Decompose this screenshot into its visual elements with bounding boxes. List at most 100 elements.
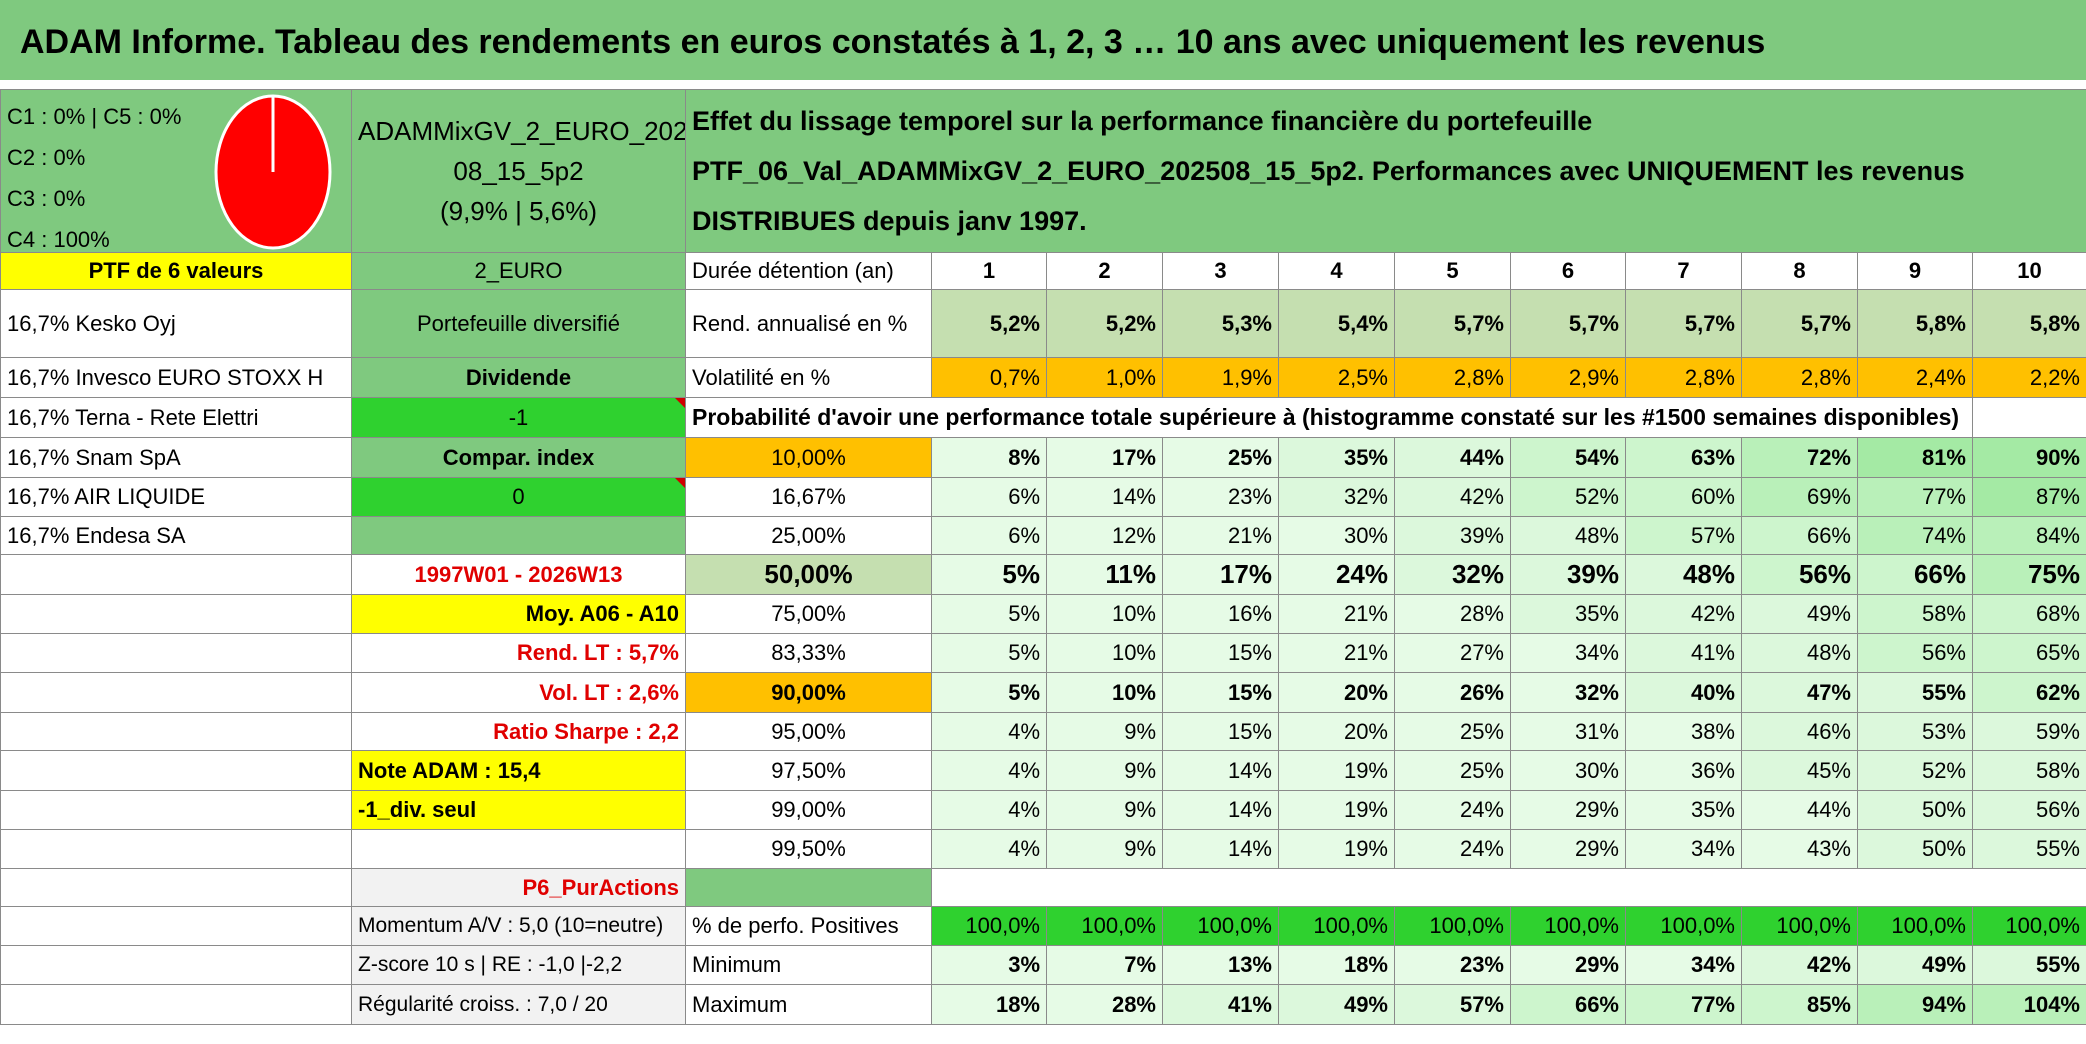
probability-value: 66%	[1741, 516, 1858, 555]
probability-value: 21%	[1278, 633, 1395, 673]
holding-row: 16,7% Terna - Rete Elettri	[0, 397, 352, 438]
year-header: 4	[1278, 252, 1395, 290]
probability-value: 41%	[1625, 633, 1742, 673]
minimum-value: 42%	[1741, 945, 1858, 985]
probability-value: 35%	[1278, 437, 1395, 478]
rend-value: 5,8%	[1857, 289, 1973, 358]
momentum-label: Momentum A/V : 5,0 (10=neutre)	[351, 906, 686, 946]
vol-value: 2,9%	[1510, 357, 1626, 398]
maximum-value: 49%	[1278, 984, 1395, 1025]
year-header: 6	[1510, 252, 1626, 290]
positive-label: % de perfo. Positives	[685, 906, 932, 946]
probability-value: 5%	[931, 672, 1047, 713]
empty-cell	[0, 712, 352, 751]
probability-value: 43%	[1741, 829, 1858, 869]
threshold-pct: 50,00%	[685, 554, 932, 595]
report-title: ADAM Informe. Tableau des rendements en …	[0, 0, 2086, 80]
p6-label: P6_PurActions	[351, 868, 686, 907]
probability-value: 4%	[931, 750, 1047, 791]
minimum-label: Minimum	[685, 945, 932, 985]
probability-value: 75%	[1972, 554, 2086, 595]
probability-value: 50%	[1857, 790, 1973, 830]
probability-value: 50%	[1857, 829, 1973, 869]
maximum-value: 57%	[1394, 984, 1511, 1025]
threshold-pct: 75,00%	[685, 594, 932, 634]
probability-value: 40%	[1625, 672, 1742, 713]
probability-header: Probabilité d'avoir une performance tota…	[685, 397, 1973, 438]
probability-value: 17%	[1046, 437, 1163, 478]
rend-value: 5,4%	[1278, 289, 1395, 358]
fund-name-cell: ADAMMixGV_2_EURO_2025 08_15_5p2 (9,9% | …	[351, 89, 686, 253]
probability-value: 15%	[1162, 712, 1279, 751]
dividend-value: -1	[351, 397, 686, 438]
threshold-pct: 83,33%	[685, 633, 932, 673]
maximum-value: 77%	[1625, 984, 1742, 1025]
probability-value: 4%	[931, 712, 1047, 751]
threshold-pct: 16,67%	[685, 477, 932, 517]
holding-row: 16,7% Invesco EURO STOXX H	[0, 357, 352, 398]
probability-value: 74%	[1857, 516, 1973, 555]
empty-cell	[0, 750, 352, 791]
empty-cell	[0, 868, 352, 907]
probability-value: 69%	[1741, 477, 1858, 517]
rend-value: 5,7%	[1625, 289, 1742, 358]
empty-row-space	[932, 869, 2086, 907]
empty-cell	[0, 984, 352, 1025]
probability-value: 48%	[1741, 633, 1858, 673]
probability-value: 45%	[1741, 750, 1858, 791]
minimum-value: 29%	[1510, 945, 1626, 985]
probability-value: 72%	[1741, 437, 1858, 478]
probability-value: 5%	[931, 554, 1047, 595]
positive-value: 100,0%	[1162, 906, 1279, 946]
empty-cell	[0, 829, 352, 869]
year-header: 10	[1972, 252, 2086, 290]
fund-metrics: (9,9% | 5,6%)	[439, 196, 598, 226]
probability-value: 24%	[1278, 554, 1395, 595]
maximum-label: Maximum	[685, 984, 932, 1025]
maximum-value: 104%	[1972, 984, 2086, 1025]
minimum-value: 18%	[1278, 945, 1395, 985]
ptf-label: PTF de 6 valeurs	[0, 252, 352, 290]
probability-value: 19%	[1278, 790, 1395, 830]
vol-value: 1,0%	[1046, 357, 1163, 398]
probability-value: 48%	[1510, 516, 1626, 555]
probability-value: 42%	[1394, 477, 1511, 517]
positive-value: 100,0%	[1394, 906, 1511, 946]
probability-value: 4%	[931, 790, 1047, 830]
vol-value: 0,7%	[931, 357, 1047, 398]
probability-value: 19%	[1278, 829, 1395, 869]
year-header: 1	[931, 252, 1047, 290]
probability-value: 10%	[1046, 633, 1163, 673]
minimum-value: 13%	[1162, 945, 1279, 985]
positive-value: 100,0%	[1278, 906, 1395, 946]
empty-cell	[351, 829, 686, 869]
empty-green-cell	[685, 868, 932, 907]
year-header: 3	[1162, 252, 1279, 290]
maximum-value: 85%	[1741, 984, 1858, 1025]
probability-value: 29%	[1510, 829, 1626, 869]
minimum-value: 49%	[1857, 945, 1973, 985]
probability-value: 32%	[1278, 477, 1395, 517]
probability-value: 39%	[1510, 554, 1626, 595]
probability-value: 14%	[1162, 829, 1279, 869]
maximum-value: 41%	[1162, 984, 1279, 1025]
compar-index-label: Compar. index	[351, 437, 686, 478]
effect-description: Effet du lissage temporel sur la perform…	[685, 89, 2086, 253]
sharpe-label: Ratio Sharpe : 2,2	[351, 712, 686, 751]
probability-value: 47%	[1741, 672, 1858, 713]
probability-value: 77%	[1857, 477, 1973, 517]
title-divider	[0, 80, 2086, 89]
probability-value: 44%	[1394, 437, 1511, 478]
currency-label: 2_EURO	[351, 252, 686, 290]
probability-value: 65%	[1972, 633, 2086, 673]
probability-value: 48%	[1625, 554, 1742, 595]
vol-label: Volatilité en %	[685, 357, 932, 398]
probability-value: 62%	[1972, 672, 2086, 713]
div-seul-label: -1_div. seul	[351, 790, 686, 830]
rend-value: 5,8%	[1972, 289, 2086, 358]
rend-value: 5,2%	[931, 289, 1047, 358]
maximum-value: 28%	[1046, 984, 1163, 1025]
probability-value: 34%	[1510, 633, 1626, 673]
probability-value: 17%	[1162, 554, 1279, 595]
maximum-value: 18%	[931, 984, 1047, 1025]
